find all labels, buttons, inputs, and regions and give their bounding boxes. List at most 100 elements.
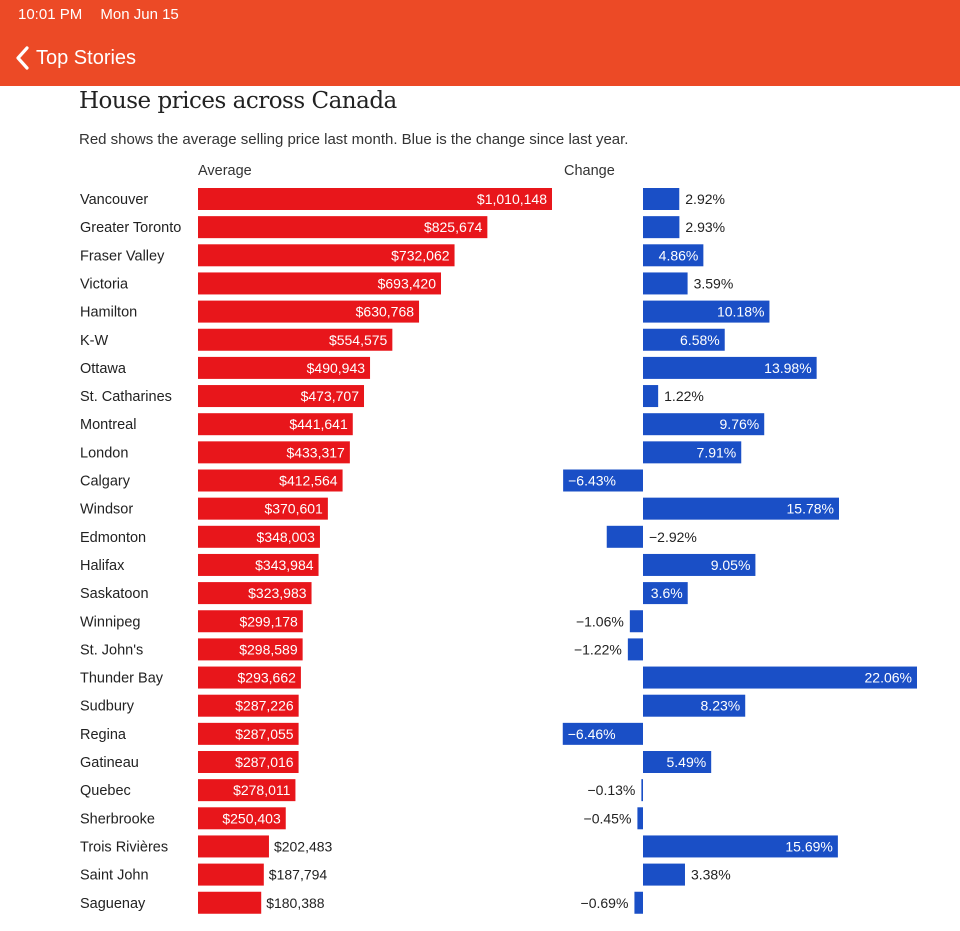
- average-data-label: $693,420: [378, 275, 437, 291]
- change-bar: [643, 694, 746, 717]
- average-bar: [198, 863, 264, 886]
- change-bar: [643, 244, 704, 267]
- average-bar: [198, 385, 365, 408]
- change-bar: [643, 328, 725, 351]
- change-bar: [643, 582, 688, 605]
- average-bar: [198, 779, 296, 802]
- change-data-label: 2.92%: [685, 191, 725, 207]
- change-data-label: −6.46%: [568, 726, 616, 742]
- average-data-label: $287,016: [235, 754, 294, 770]
- category-label: Saint John: [80, 868, 149, 884]
- category-label: Regina: [80, 727, 127, 743]
- change-data-label: 1.22%: [664, 388, 704, 404]
- change-bar: [643, 666, 917, 689]
- change-bar: [643, 356, 817, 379]
- change-data-label: −1.22%: [574, 641, 622, 657]
- average-bar: [198, 413, 353, 436]
- change-data-label: 4.86%: [659, 247, 699, 263]
- average-bar: [198, 891, 262, 914]
- change-column-header: Change: [564, 163, 615, 179]
- change-bar: [643, 300, 770, 323]
- change-bar: [643, 863, 685, 886]
- average-bar: [198, 722, 299, 745]
- category-label: Victoria: [80, 276, 129, 292]
- average-bar: [198, 441, 350, 464]
- average-data-label: $441,641: [289, 416, 348, 432]
- category-label: London: [80, 445, 128, 461]
- change-data-label: 10.18%: [717, 304, 764, 320]
- average-data-label: $293,662: [238, 670, 297, 686]
- change-data-label: −0.45%: [584, 810, 632, 826]
- change-bar: [563, 469, 643, 492]
- average-data-label: $370,601: [264, 501, 323, 517]
- category-label: Sudbury: [80, 699, 135, 715]
- change-data-label: 5.49%: [666, 754, 706, 770]
- average-data-label: $299,178: [239, 613, 298, 629]
- average-bar: [198, 300, 420, 323]
- change-data-label: −0.69%: [581, 895, 629, 911]
- change-bar: [643, 413, 765, 436]
- change-data-label: 6.58%: [680, 332, 720, 348]
- change-data-label: 8.23%: [701, 698, 741, 714]
- change-bar: [643, 553, 756, 576]
- average-bar: [198, 666, 301, 689]
- average-data-label: $180,388: [266, 895, 325, 911]
- change-bar: [643, 216, 680, 239]
- average-bar: [198, 638, 303, 661]
- category-label: Hamilton: [80, 305, 137, 321]
- change-bar: [634, 891, 643, 914]
- chart-subtitle: Red shows the average selling price last…: [79, 131, 629, 148]
- change-data-label: 7.91%: [697, 444, 737, 460]
- average-bar: [198, 216, 488, 239]
- change-bar: [643, 751, 712, 773]
- change-bar: [643, 441, 742, 464]
- status-date: Mon Jun 15: [100, 6, 179, 23]
- category-label: Winnipeg: [80, 614, 140, 630]
- category-label: Ottawa: [80, 361, 127, 377]
- average-data-label: $287,055: [235, 726, 294, 742]
- change-bar: [641, 779, 643, 802]
- average-data-label: $490,943: [307, 360, 366, 376]
- average-bar: [198, 835, 269, 858]
- category-label: K-W: [80, 333, 109, 349]
- change-data-label: 13.98%: [764, 360, 811, 376]
- category-label: Vancouver: [80, 192, 148, 208]
- change-bar: [643, 835, 838, 858]
- average-data-label: $825,674: [424, 219, 483, 235]
- average-data-label: $278,011: [233, 782, 291, 798]
- category-label: Fraser Valley: [80, 248, 165, 264]
- change-data-label: −6.43%: [568, 473, 616, 489]
- average-data-label: $433,317: [286, 444, 345, 460]
- average-data-label: $187,794: [269, 867, 328, 883]
- average-bar: [198, 188, 552, 210]
- change-bar: [643, 272, 688, 295]
- change-bar: [629, 610, 643, 633]
- average-bar: [198, 553, 319, 576]
- back-button[interactable]: Top Stories: [14, 44, 136, 72]
- average-bar: [198, 582, 312, 605]
- category-label: Gatineau: [80, 755, 139, 771]
- change-bar: [627, 638, 643, 661]
- change-bar: [606, 525, 643, 548]
- average-bar: [198, 525, 320, 548]
- change-data-label: 9.05%: [711, 557, 751, 573]
- category-label: Sherbrooke: [80, 811, 155, 827]
- average-data-label: $473,707: [301, 388, 360, 404]
- average-data-label: $250,403: [222, 810, 281, 826]
- average-bar: [198, 807, 286, 830]
- average-data-label: $732,062: [391, 247, 450, 263]
- change-data-label: 15.69%: [785, 838, 832, 854]
- change-data-label: 22.06%: [865, 670, 912, 686]
- average-data-label: $287,226: [235, 698, 294, 714]
- average-data-label: $348,003: [257, 529, 316, 545]
- average-column-header: Average: [198, 163, 252, 179]
- category-label: St. Catharines: [80, 389, 172, 405]
- average-data-label: $202,483: [274, 838, 333, 854]
- change-bar: [643, 385, 659, 408]
- average-bar: [198, 244, 455, 267]
- change-data-label: 15.78%: [787, 501, 834, 517]
- category-label: Windsor: [80, 502, 133, 518]
- change-data-label: −0.13%: [588, 782, 636, 798]
- category-label: Trois Rivières: [80, 839, 168, 855]
